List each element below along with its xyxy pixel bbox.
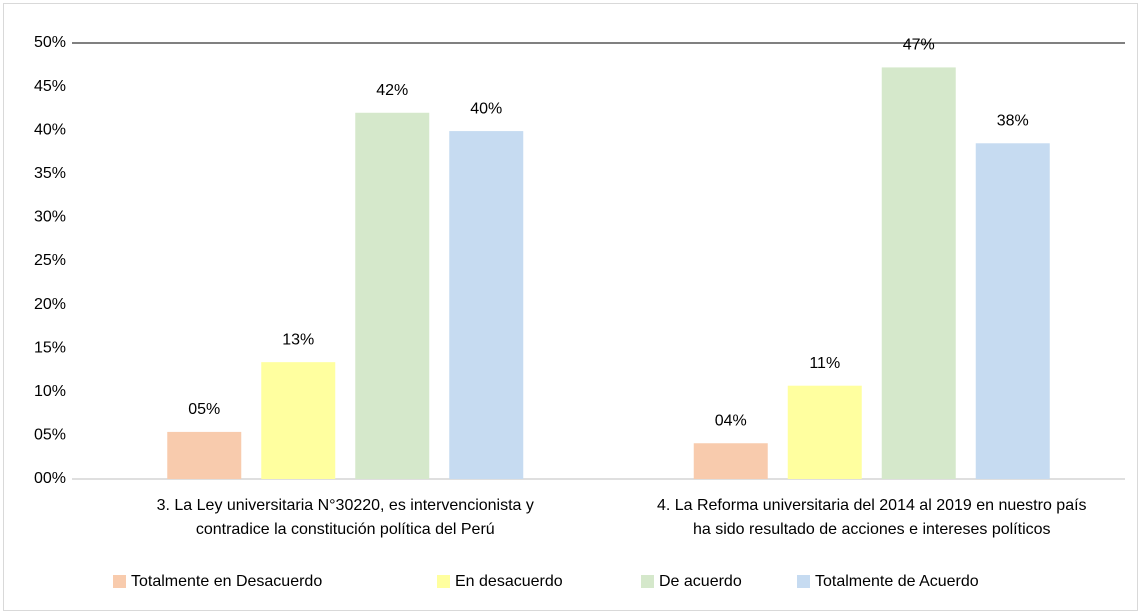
data-label: 05% [188, 401, 220, 418]
bar [693, 443, 768, 479]
data-label: 42% [376, 82, 408, 99]
bar [167, 431, 242, 479]
bar [975, 143, 1050, 479]
legend-label: Totalmente de Acuerdo [815, 573, 979, 590]
legend-swatch [113, 575, 126, 588]
y-tick-label: 45% [34, 78, 66, 95]
y-tick-label: 05% [34, 427, 66, 444]
data-label: 11% [809, 355, 840, 372]
legend-swatch [641, 575, 654, 588]
bar [261, 362, 336, 479]
data-label: 47% [903, 37, 935, 54]
legend-swatch [797, 575, 810, 588]
y-tick-label: 35% [34, 165, 66, 182]
y-tick-label: 10% [34, 383, 66, 400]
y-tick-label: 25% [34, 252, 66, 269]
data-label: 40% [470, 100, 502, 117]
bar [355, 112, 430, 479]
bar [449, 131, 524, 479]
y-tick-label: 40% [34, 121, 66, 138]
y-tick-label: 20% [34, 296, 66, 313]
y-tick-label: 15% [34, 339, 66, 356]
data-label: 38% [997, 112, 1029, 129]
y-tick-label: 00% [34, 470, 66, 487]
legend-label: En desacuerdo [455, 573, 563, 590]
x-tick-label: 4. La Reforma universitaria del 2014 al … [656, 497, 1087, 538]
legend-swatch [437, 575, 450, 588]
legend-label: De acuerdo [659, 573, 742, 590]
y-tick-label: 30% [34, 209, 66, 226]
legend-label: Totalmente en Desacuerdo [131, 573, 322, 590]
bar [881, 67, 956, 479]
data-label: 13% [282, 331, 314, 348]
data-label: 04% [715, 412, 747, 429]
y-tick-label: 50% [34, 34, 66, 51]
x-tick-label: 3. La Ley universitaria N°30220, es inte… [156, 497, 534, 538]
bar [787, 385, 862, 479]
